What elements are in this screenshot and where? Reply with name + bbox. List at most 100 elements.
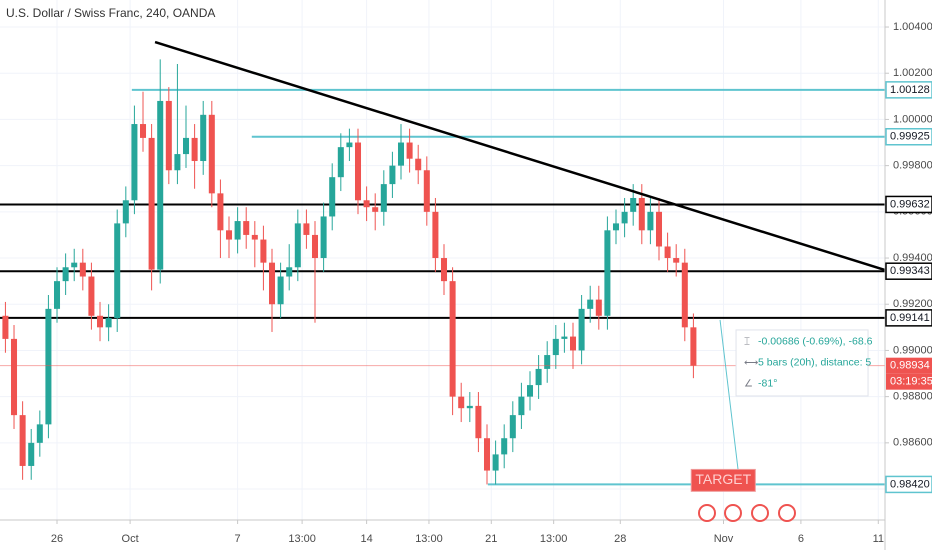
measure-icon: ⌶: [744, 337, 750, 348]
level-label-box: [885, 81, 932, 99]
y-tick-label: 0.99400: [893, 252, 932, 264]
candle-body: [45, 308, 52, 425]
candle-body: [2, 315, 9, 339]
candle-body: [655, 211, 663, 247]
trendline: [154, 40, 886, 272]
last-price-box: [886, 357, 932, 374]
candle-body: [483, 438, 491, 471]
y-tick-label: 0.98800: [893, 391, 932, 403]
x-tick-label: 13:00: [415, 533, 443, 545]
measure-box: [735, 329, 869, 397]
candle-body: [114, 223, 121, 319]
candle-body: [363, 200, 370, 208]
candle-body: [208, 114, 215, 194]
countdown-box: [886, 373, 932, 390]
candle-body: [311, 234, 319, 259]
measure-text: 5 bars (20h), distance: 5: [758, 357, 871, 369]
x-tick-label: 28: [614, 533, 626, 545]
level-label-box: [885, 128, 932, 146]
event-icons: [698, 504, 796, 522]
event-icon: [751, 504, 769, 522]
candle-body: [621, 211, 628, 224]
candle-body: [492, 454, 499, 471]
event-icon: [724, 504, 742, 522]
candle-body: [440, 258, 448, 282]
measure-text: -0.00686 (-0.69%), -68.6: [758, 336, 873, 348]
candle-body: [251, 234, 258, 240]
candle-body: [544, 355, 551, 369]
candle-body: [277, 276, 284, 305]
candle-body: [681, 262, 688, 328]
candle-body: [303, 223, 310, 235]
candle-body: [466, 405, 473, 409]
y-tick-label: 0.99800: [893, 160, 932, 172]
candle-body: [397, 142, 405, 166]
level-label: 0.98420: [890, 478, 930, 490]
candle-body: [200, 114, 207, 162]
level-label: 0.99925: [890, 131, 930, 143]
candle-body: [36, 424, 43, 443]
candle-body: [432, 211, 439, 259]
candle-body: [690, 327, 697, 366]
candle-body: [79, 262, 86, 277]
candle-body: [191, 137, 198, 162]
y-tick-label: 0.99200: [893, 298, 932, 310]
candle-body: [647, 211, 654, 231]
candle-body: [337, 147, 344, 178]
candle-body: [501, 438, 508, 455]
candle-body: [174, 154, 181, 171]
y-tick-label: 1.00000: [893, 113, 932, 125]
countdown-label: 03:19:35: [890, 376, 932, 388]
candle-body: [97, 315, 104, 328]
measure-line: [719, 319, 741, 485]
candle-body: [638, 197, 645, 231]
candle-body: [664, 246, 671, 259]
measure-text: -81°: [758, 378, 777, 390]
candle-body: [449, 281, 456, 397]
x-tick-label: 21: [485, 533, 497, 545]
level-label-box: [885, 195, 932, 214]
candle-body: [612, 223, 620, 231]
candle-body: [595, 299, 602, 316]
x-tick-label: 11: [873, 533, 884, 545]
candle-body: [71, 262, 78, 268]
candle-body: [105, 318, 112, 328]
candle-body: [329, 177, 336, 217]
y-tick-label: 1.00400: [893, 21, 932, 33]
candle-body: [217, 193, 224, 231]
last-price-label: 0.98934: [890, 360, 930, 372]
event-icon: [698, 504, 716, 522]
x-tick-label: 6: [798, 533, 804, 545]
x-tick-label: Oct: [122, 533, 139, 545]
candle-body: [526, 385, 534, 397]
candle-body: [131, 124, 138, 201]
x-tick-label: 13:00: [288, 533, 316, 545]
target-box: [690, 468, 756, 492]
candle-body: [518, 396, 525, 416]
candle-body: [509, 415, 516, 439]
candle-body: [380, 184, 387, 212]
level-label-box: [885, 475, 932, 494]
measure-icon: ⟷: [744, 358, 758, 369]
candle-body: [630, 197, 637, 212]
candle-body: [673, 258, 680, 263]
candle-body: [234, 221, 241, 240]
candle-body: [561, 336, 568, 339]
candle-body: [587, 299, 594, 309]
candle-body: [372, 207, 379, 212]
x-tick-label: 14: [360, 533, 372, 545]
candle-body: [148, 137, 155, 270]
candle-body: [19, 415, 26, 466]
candle-body: [122, 200, 129, 224]
candle-body: [389, 165, 396, 185]
x-tick-label: Nov: [714, 533, 734, 545]
candle-body: [260, 239, 267, 263]
event-icon: [778, 504, 796, 522]
y-tick-label: 0.99000: [893, 344, 932, 356]
x-tick-label: 26: [51, 533, 63, 545]
candle-body: [406, 142, 413, 159]
candle-body: [552, 338, 559, 356]
candle-body: [320, 216, 327, 259]
